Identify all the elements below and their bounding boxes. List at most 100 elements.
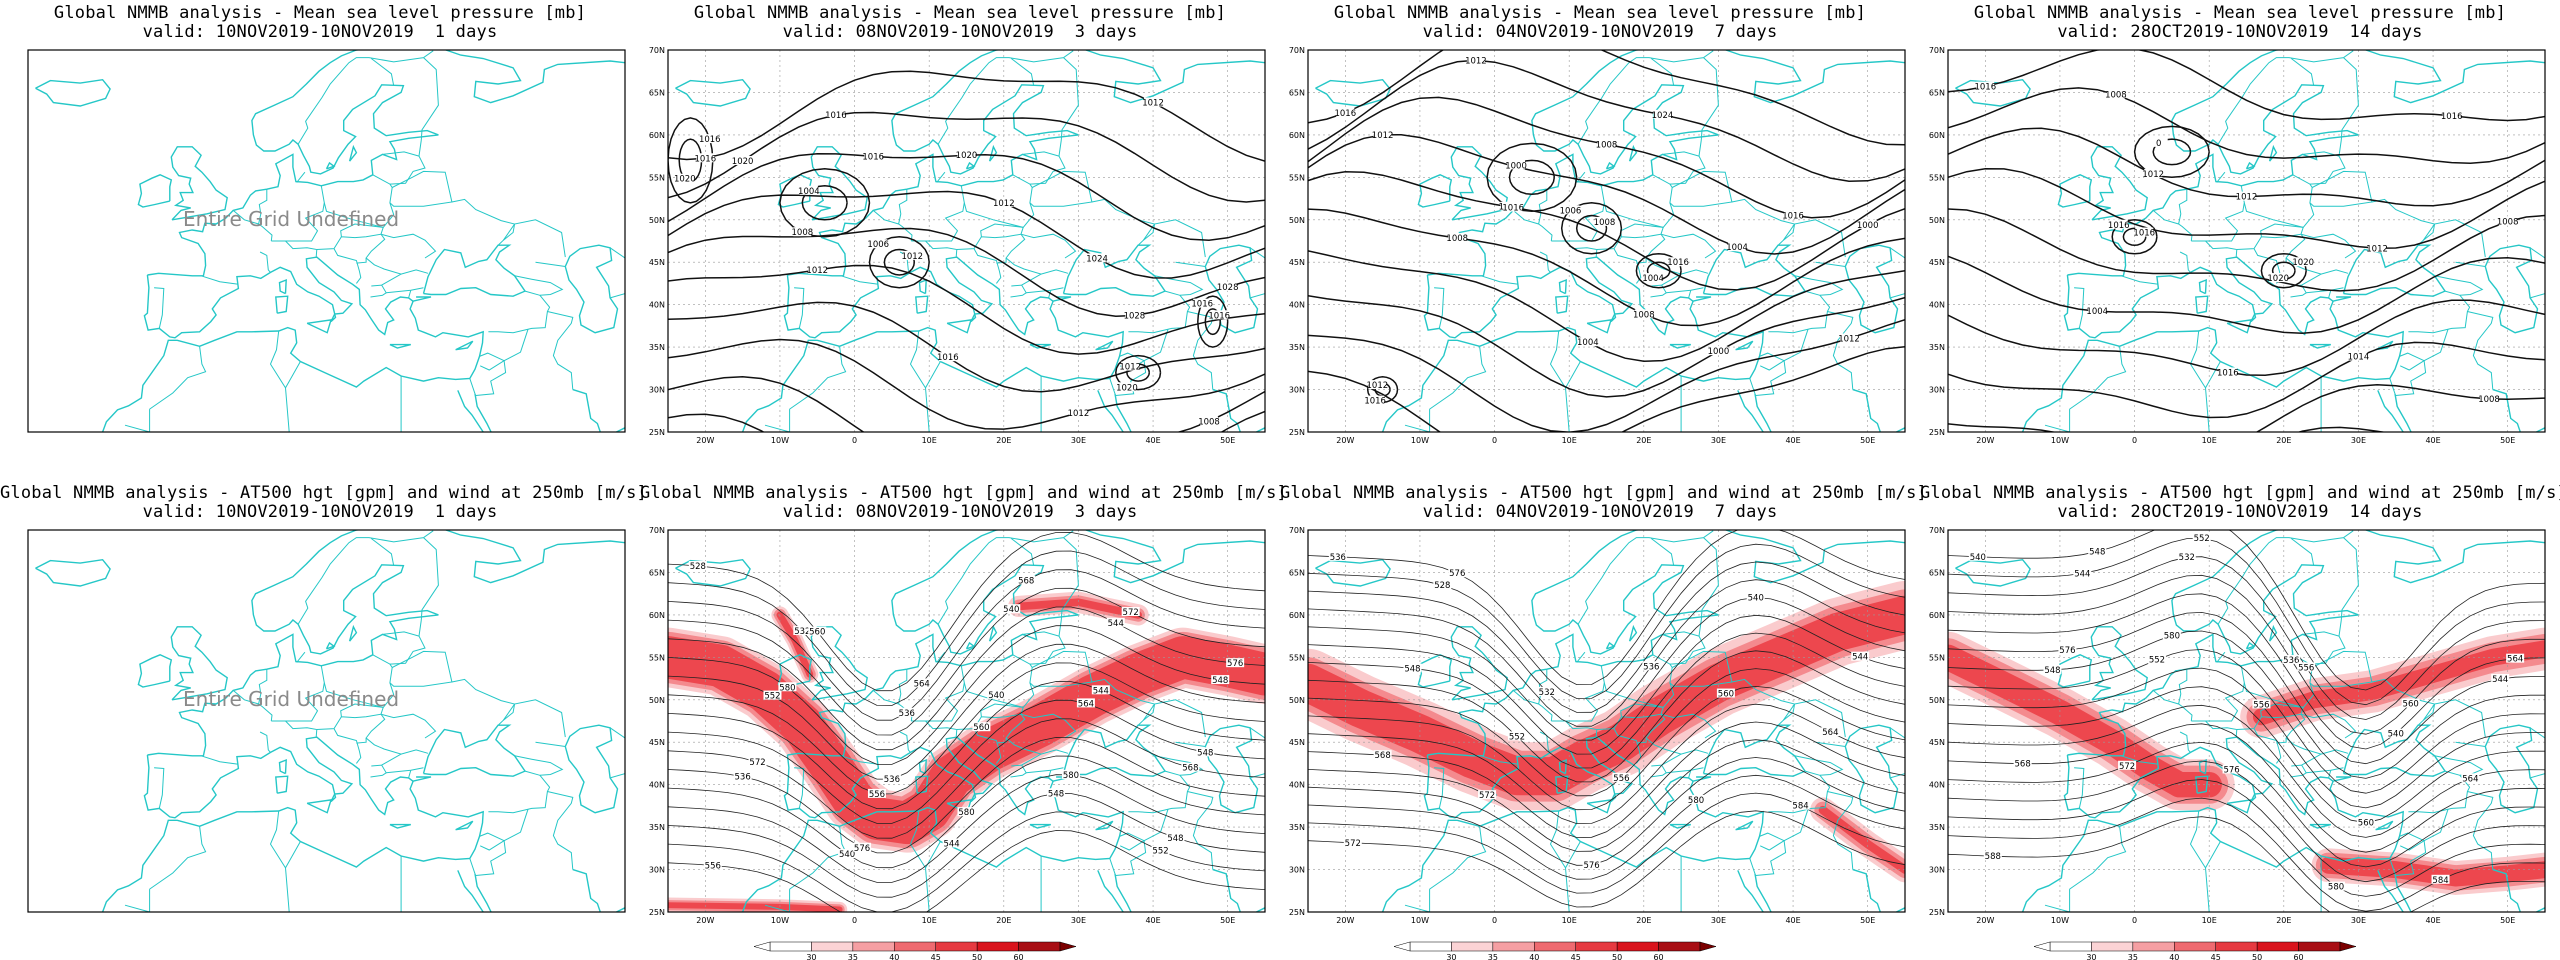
isobar-contour bbox=[668, 117, 714, 204]
country-border bbox=[382, 631, 420, 637]
lon-tick-label: 20E bbox=[2276, 436, 2291, 445]
isobar-contour bbox=[1646, 261, 1671, 280]
coastline bbox=[2394, 873, 2412, 912]
lon-tick-label: 10E bbox=[922, 916, 937, 925]
contour-label-bg bbox=[696, 153, 715, 163]
country-border bbox=[1119, 832, 1146, 851]
contour-label-bg bbox=[2135, 227, 2154, 237]
contour-label: 544 bbox=[2492, 675, 2508, 685]
country-border bbox=[2328, 770, 2332, 779]
contour-label: 576 bbox=[1449, 569, 1465, 579]
contour-label: 1016 bbox=[1974, 83, 1996, 93]
country-border bbox=[323, 654, 395, 708]
colorbar-swatch bbox=[2174, 941, 2216, 952]
height-contour bbox=[1948, 704, 2545, 838]
contour-label-bg bbox=[1561, 205, 1580, 215]
country-border bbox=[381, 273, 402, 286]
colorbar-swatch bbox=[1409, 941, 1452, 952]
height-contour bbox=[1308, 685, 1905, 811]
country-border bbox=[1187, 791, 1214, 870]
country-border bbox=[285, 720, 318, 739]
coastline bbox=[2021, 256, 2404, 432]
panel-title: Global NMMB analysis - AT500 hgt [gpm] a… bbox=[1920, 483, 2560, 503]
lon-tick-label: 10W bbox=[2051, 916, 2069, 925]
lat-tick-label: 45N bbox=[1289, 738, 1305, 747]
panel-valid-line: valid: 10NOV2019-10NOV2019 1 days bbox=[142, 502, 498, 522]
country-border bbox=[1577, 50, 1714, 145]
country-border bbox=[1109, 858, 1116, 874]
lat-tick-label: 30N bbox=[1929, 866, 1945, 875]
country-border bbox=[2069, 826, 2127, 890]
lat-tick-label: 35N bbox=[1289, 823, 1305, 832]
contour-label-bg bbox=[1716, 688, 1735, 698]
country-border bbox=[2455, 741, 2486, 747]
country-border bbox=[2044, 889, 2071, 912]
contour-label: 1016 bbox=[1667, 258, 1689, 268]
country-border bbox=[1783, 219, 1846, 258]
contour-label-bg bbox=[1076, 698, 1095, 708]
country-border bbox=[1660, 713, 1717, 739]
country-border bbox=[1662, 151, 1700, 157]
contour-label: 1020 bbox=[1116, 383, 1138, 393]
lat-tick-label: 45N bbox=[1929, 738, 1945, 747]
height-contour bbox=[1308, 739, 1905, 852]
country-border bbox=[789, 826, 847, 890]
country-border bbox=[370, 284, 387, 298]
coastline bbox=[2492, 868, 2545, 912]
country-border bbox=[232, 210, 273, 242]
contour-label-bg bbox=[1466, 55, 1485, 65]
coastline bbox=[1097, 870, 1124, 912]
isobar-contour bbox=[1308, 345, 1905, 432]
contour-label: 1028 bbox=[1217, 283, 1239, 293]
isobar-contour bbox=[1374, 382, 1391, 397]
isobar-contour bbox=[1948, 167, 2545, 250]
colorbar-swatch bbox=[894, 941, 936, 952]
height-contour bbox=[668, 531, 1265, 692]
height-contour bbox=[1308, 579, 1905, 727]
country-border bbox=[1669, 139, 1706, 185]
coastline bbox=[1450, 146, 1508, 221]
isobar-contour bbox=[1126, 363, 1151, 382]
country-border bbox=[149, 346, 207, 410]
coastline bbox=[348, 144, 358, 162]
country-border bbox=[1005, 233, 1069, 275]
contour-label-bg bbox=[1121, 607, 1140, 617]
country-border bbox=[1815, 741, 1846, 747]
contour-label-bg bbox=[2222, 764, 2241, 774]
country-border bbox=[370, 764, 387, 778]
country-border bbox=[963, 174, 1035, 228]
coastline bbox=[2484, 244, 2539, 334]
coastline bbox=[2057, 174, 2093, 208]
contour-label: 556 bbox=[1613, 774, 1629, 784]
contour-label: 544 bbox=[1093, 686, 1109, 696]
country-border bbox=[1021, 273, 1042, 286]
coastline bbox=[356, 530, 625, 584]
contour-label: 580 bbox=[1688, 796, 1704, 806]
country-border bbox=[898, 669, 908, 705]
contour-label-bg bbox=[912, 678, 931, 688]
lat-tick-label: 30N bbox=[1289, 386, 1305, 395]
lat-tick-label: 35N bbox=[1929, 823, 1945, 832]
isobar-contour bbox=[1308, 133, 1905, 255]
height-contour bbox=[668, 681, 1265, 810]
lat-tick-label: 65N bbox=[1289, 568, 1305, 577]
contour-label-bg bbox=[2252, 699, 2271, 709]
coastline bbox=[137, 174, 173, 208]
contour-label-bg bbox=[867, 788, 886, 798]
colorbar-swatch bbox=[2049, 941, 2092, 952]
lat-tick-label: 55N bbox=[1289, 653, 1305, 662]
colorbar-swatch bbox=[976, 941, 1019, 952]
country-border bbox=[2300, 233, 2357, 259]
country-border bbox=[1010, 284, 1027, 298]
lon-tick-label: 10W bbox=[1411, 436, 1429, 445]
country-border bbox=[2189, 330, 2206, 389]
coastline bbox=[1702, 724, 1807, 777]
lat-tick-label: 65N bbox=[1929, 88, 1945, 97]
country-border bbox=[1480, 755, 1519, 765]
country-border bbox=[1060, 57, 1079, 141]
coastline bbox=[564, 724, 619, 814]
colorbar-label: 45 bbox=[2211, 953, 2221, 960]
contour-label-bg bbox=[733, 155, 752, 165]
country-border bbox=[1783, 329, 1809, 362]
coastline bbox=[278, 758, 287, 775]
